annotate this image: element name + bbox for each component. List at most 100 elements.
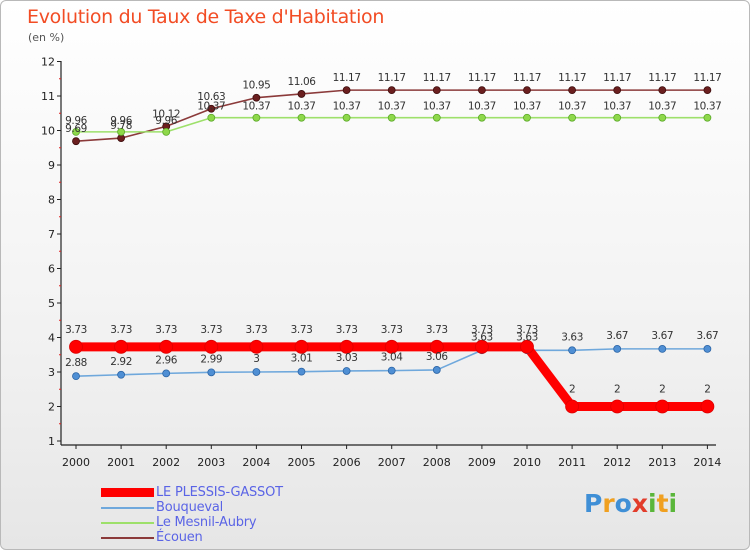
- data-point-bouqueval: [117, 370, 125, 379]
- data-label-le-mesnil-aubry: 10.37: [648, 101, 676, 113]
- data-point--couen: [703, 86, 712, 95]
- data-point-le-mesnil-aubry: [477, 113, 486, 122]
- data-point-le-mesnil-aubry: [207, 113, 216, 122]
- data-point-le-mesnil-aubry: [432, 113, 441, 122]
- data-label-le-mesnil-aubry: 10.37: [558, 101, 586, 113]
- data-label-bouqueval: 2.88: [65, 357, 87, 369]
- data-label-le-mesnil-aubry: 10.37: [423, 101, 451, 113]
- legend-label: Le Mesnil-Aubry: [156, 515, 257, 530]
- data-label-le-mesnil-aubry: 9.96: [155, 115, 177, 127]
- data-point--couen: [72, 137, 80, 146]
- logo-letter: i: [668, 489, 678, 518]
- data-label-le-plessis-gassot: 2: [704, 384, 710, 396]
- data-label-le-mesnil-aubry: 10.37: [287, 101, 315, 113]
- data-label--couen: 9.69: [65, 123, 87, 135]
- data-point-le-mesnil-aubry: [613, 113, 622, 122]
- data-label--couen: 11.17: [558, 72, 586, 84]
- x-tick-label: 2006: [333, 456, 361, 469]
- data-point-bouqueval: [207, 368, 216, 377]
- y-tick-label: 1: [48, 435, 55, 448]
- data-label-le-plessis-gassot: 3.73: [200, 324, 222, 336]
- data-point-le-mesnil-aubry: [117, 127, 125, 136]
- data-label--couen: 10.95: [242, 80, 270, 92]
- data-point-bouqueval: [568, 346, 576, 355]
- data-label-bouqueval: 3.63: [561, 331, 583, 343]
- data-point--couen: [342, 86, 351, 95]
- data-point-bouqueval: [342, 367, 351, 375]
- x-tick-label: 2002: [152, 456, 180, 469]
- data-label-le-plessis-gassot: 3.73: [110, 324, 132, 336]
- legend-swatch: [101, 507, 154, 509]
- data-label-bouqueval: 3.67: [697, 330, 719, 342]
- data-point--couen: [432, 86, 441, 95]
- data-label-le-plessis-gassot: 2: [614, 384, 620, 396]
- chart-title: Evolution du Taux de Taxe d'Habitation: [27, 6, 385, 28]
- data-point-le-plessis-gassot: [114, 339, 128, 354]
- data-point-bouqueval: [72, 372, 80, 381]
- data-point-bouqueval: [297, 367, 306, 376]
- data-label--couen: 11.17: [648, 72, 676, 84]
- data-point-le-mesnil-aubry: [658, 113, 667, 122]
- data-point-le-mesnil-aubry: [568, 113, 576, 122]
- data-point-bouqueval: [432, 366, 441, 374]
- data-point-le-plessis-gassot: [700, 399, 715, 414]
- y-tick-label: 5: [48, 297, 55, 310]
- data-label-le-mesnil-aubry: 10.37: [197, 101, 225, 113]
- data-point-le-plessis-gassot: [339, 339, 354, 354]
- x-tick-label: 2010: [513, 456, 541, 469]
- data-point-le-plessis-gassot: [384, 339, 399, 354]
- data-point-bouqueval: [658, 344, 667, 353]
- data-label-bouqueval: 3.63: [471, 331, 493, 343]
- legend-label: LE PLESSIS-GASSOT: [156, 485, 283, 500]
- data-label-bouqueval: 3.04: [381, 352, 403, 364]
- data-label--couen: 10.63: [197, 91, 225, 103]
- legend-swatch: [101, 537, 154, 539]
- data-label--couen: 9.78: [110, 120, 132, 132]
- data-label-le-plessis-gassot: 3.73: [426, 324, 448, 336]
- data-point-le-plessis-gassot: [429, 339, 444, 354]
- data-point-bouqueval: [703, 344, 712, 353]
- data-point-le-plessis-gassot: [159, 339, 174, 354]
- data-point-le-plessis-gassot: [655, 399, 670, 414]
- data-point-le-plessis-gassot: [294, 339, 309, 354]
- y-axis-unit-label: (en %): [28, 31, 65, 44]
- logo-letter: P: [584, 489, 603, 518]
- data-point-le-mesnil-aubry: [523, 113, 531, 122]
- data-label-bouqueval: 3: [253, 353, 259, 365]
- y-tick-label: 3: [48, 366, 55, 379]
- y-tick-label: 7: [48, 228, 55, 241]
- data-point--couen: [568, 86, 576, 95]
- data-label-le-plessis-gassot: 3.73: [291, 324, 313, 336]
- data-label-le-plessis-gassot: 3.73: [516, 324, 538, 336]
- data-label-le-mesnil-aubry: 10.37: [693, 101, 721, 113]
- data-point-le-plessis-gassot: [474, 339, 489, 354]
- data-point-le-mesnil-aubry: [387, 113, 396, 122]
- data-label-le-mesnil-aubry: 10.37: [378, 101, 406, 113]
- data-point-le-mesnil-aubry: [703, 113, 712, 122]
- data-point-le-mesnil-aubry: [297, 113, 306, 122]
- data-label-bouqueval: 2.99: [200, 353, 222, 365]
- x-tick-label: 2005: [288, 456, 316, 469]
- data-label--couen: 10.12: [152, 108, 180, 120]
- data-label--couen: 11.17: [423, 72, 451, 84]
- data-point--couen: [523, 86, 531, 95]
- y-tick-label: 9: [48, 159, 55, 172]
- data-label-le-plessis-gassot: 2: [659, 384, 665, 396]
- data-label-bouqueval: 3.63: [516, 331, 538, 343]
- x-tick-label: 2009: [468, 456, 496, 469]
- data-point-le-mesnil-aubry: [162, 127, 171, 136]
- data-label-bouqueval: 2.96: [155, 354, 177, 366]
- x-tick-label: 2004: [242, 456, 270, 469]
- data-label-bouqueval: 3.06: [426, 351, 448, 363]
- y-tick-label: 2: [48, 401, 55, 414]
- legend-label: Bouqueval: [156, 500, 224, 515]
- data-label-le-plessis-gassot: 3.73: [336, 324, 358, 336]
- data-point--couen: [207, 104, 216, 113]
- data-point-bouqueval: [613, 344, 622, 353]
- data-label--couen: 11.17: [603, 72, 631, 84]
- data-label-le-mesnil-aubry: 10.37: [603, 101, 631, 113]
- data-point-le-plessis-gassot: [249, 339, 264, 354]
- y-tick-label: 4: [48, 332, 55, 345]
